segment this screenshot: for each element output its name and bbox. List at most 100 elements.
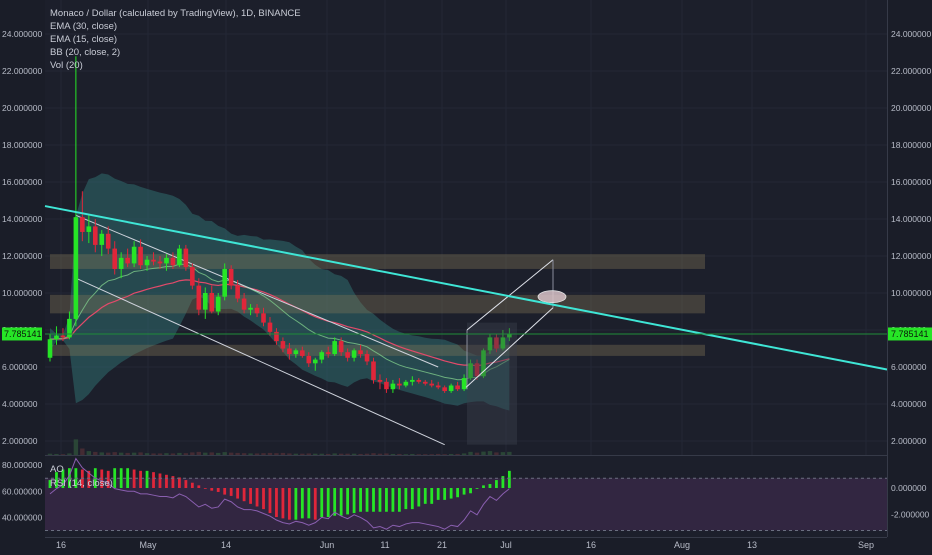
ao-bar: [423, 488, 427, 504]
candle-body: [86, 226, 92, 232]
ao-bar: [268, 488, 272, 514]
ao-bar: [152, 472, 155, 488]
ao-bar: [300, 488, 304, 519]
candle-body: [358, 350, 363, 355]
price-label-right: 10.000000: [891, 288, 931, 298]
ao-bar: [313, 488, 317, 520]
indicator-bb[interactable]: BB (20, close, 2): [50, 47, 120, 58]
candle-body: [377, 379, 383, 382]
volume-bar: [481, 451, 486, 455]
rsi-axis-label: 60.000000: [2, 486, 42, 496]
candle-body: [442, 387, 447, 392]
ao-bar: [352, 488, 356, 514]
volume-bar: [423, 454, 428, 455]
price-label-right: 20.000000: [891, 103, 931, 113]
current-price-label-right: 7.785141: [891, 329, 929, 339]
indicator-vol[interactable]: Vol (20): [50, 60, 83, 71]
volume-bar: [448, 453, 454, 455]
bollinger-bands: [50, 173, 510, 411]
ao-bar: [378, 488, 382, 512]
price-label-left: 18.000000: [2, 140, 42, 150]
volume-bar: [436, 453, 441, 455]
current-price-tag-left: 7.785141: [2, 327, 42, 341]
time-axis[interactable]: 16 May 14 Jun 11 21 Jul 16 Aug 13 Sep: [56, 540, 874, 550]
rsi-line: [49, 457, 510, 530]
volume-bar: [442, 454, 447, 455]
ao-bar: [333, 488, 337, 516]
candle-body: [448, 385, 454, 392]
candle-body: [397, 383, 402, 386]
volume-bar: [390, 453, 396, 455]
indicator-ema15[interactable]: EMA (15, close): [50, 34, 117, 45]
ao-bar: [488, 484, 492, 488]
volume-bar: [118, 452, 124, 455]
volume-bar: [313, 453, 318, 455]
ao-bar: [178, 477, 181, 488]
volume-bar: [507, 451, 512, 455]
ao-bar: [326, 488, 330, 518]
ao-bar: [165, 474, 168, 488]
descending-trendline: [44, 205, 888, 371]
price-label-right: 6.000000: [891, 362, 927, 372]
candle-body: [435, 385, 441, 388]
oscillator-pane[interactable]: [45, 456, 887, 537]
rsi-axis-label: 40.000000: [2, 512, 42, 522]
time-label: 16: [586, 540, 596, 550]
ao-axis-label: 0.000000: [891, 483, 927, 493]
oscillator-axis[interactable]: 80.000000 60.000000 40.000000 0.000000 -2.00…: [2, 460, 930, 531]
volume-bar: [235, 452, 240, 455]
price-label-right: 22.000000: [891, 66, 931, 76]
volume-bar: [241, 453, 247, 455]
time-label: 16: [56, 540, 66, 550]
candle-body: [481, 350, 486, 377]
ao-bar: [462, 488, 466, 495]
ao-bar: [501, 476, 505, 488]
price-label-left: 24.000000: [2, 29, 42, 39]
volume-bar: [319, 453, 324, 455]
time-label: 14: [221, 540, 231, 550]
candle-body: [248, 307, 253, 310]
ao-bar: [404, 488, 408, 510]
candle-body: [80, 217, 85, 232]
price-label-left: 12.000000: [2, 251, 42, 261]
candle-body: [190, 267, 195, 286]
ao-bar: [171, 476, 175, 488]
ao-bar: [158, 473, 162, 488]
candle-body: [60, 335, 66, 338]
ema30-line: [49, 279, 510, 367]
indicator-ema30[interactable]: EMA (30, close): [50, 21, 117, 32]
ao-bar: [113, 468, 117, 488]
legend: Monaco / Dollar (calculated by TradingVi…: [50, 8, 301, 489]
volume-bar: [287, 453, 292, 455]
volume-bar: [177, 452, 182, 455]
ao-bar: [197, 485, 201, 488]
candle-body: [500, 337, 506, 349]
volume-bar: [99, 452, 104, 455]
volume-bar: [274, 453, 279, 455]
volume-bar: [364, 453, 370, 455]
volume-bar: [384, 453, 389, 455]
ao-bar: [87, 470, 91, 488]
symbol-title[interactable]: Monaco / Dollar (calculated by TradingVi…: [50, 8, 301, 19]
candle-body: [332, 341, 337, 355]
candle-body: [468, 363, 473, 379]
indicator-rsi[interactable]: RSI (14, close): [50, 478, 113, 489]
current-price-tag-right: 7.785141: [888, 327, 932, 341]
ao-bar: [132, 469, 136, 488]
candle-body: [138, 246, 143, 266]
ao-bar: [236, 488, 240, 499]
ao-bar: [223, 488, 227, 495]
candle-body: [267, 322, 273, 332]
volume-bar: [73, 439, 79, 455]
ao-bar: [126, 468, 130, 488]
candle-body: [325, 352, 331, 355]
price-channel: [75, 214, 445, 446]
volume-bar: [157, 453, 163, 455]
volume-bar: [326, 453, 331, 455]
candle-body: [105, 233, 111, 249]
price-label-left: 22.000000: [2, 66, 42, 76]
ema-lines: [49, 263, 510, 381]
indicator-ao[interactable]: AO: [50, 464, 64, 475]
candle-body: [241, 298, 247, 310]
